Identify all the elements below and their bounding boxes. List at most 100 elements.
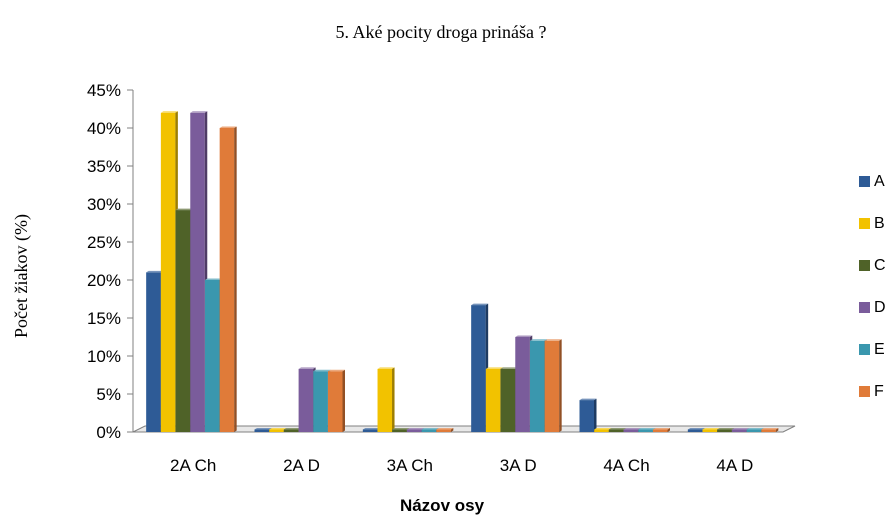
- bar-front: [436, 429, 451, 432]
- bar-front: [731, 429, 747, 432]
- bar-top: [406, 428, 424, 430]
- bar-top: [653, 428, 670, 430]
- y-tick-label: 40%: [87, 119, 121, 138]
- bar-top: [544, 339, 562, 341]
- bar-F-4A-Ch: [653, 428, 670, 432]
- bar-top: [392, 428, 410, 430]
- bar-top: [702, 428, 720, 430]
- bar-C-2A-D: [283, 428, 301, 432]
- bar-top: [298, 367, 316, 369]
- legend-item-A: A: [859, 173, 885, 190]
- bar-front: [594, 429, 609, 432]
- bar-front: [328, 371, 343, 432]
- bar-D-4A-D: [731, 428, 749, 432]
- legend-label: D: [874, 299, 886, 316]
- bar-F-4A-D: [761, 428, 779, 432]
- chart-title: 5. Aké pocity droga prináša ?: [336, 22, 547, 42]
- bar-front: [761, 429, 776, 432]
- bar-top: [529, 339, 547, 341]
- bar-front: [219, 128, 235, 432]
- bar-D-3A-Ch: [406, 428, 424, 432]
- bar-front: [269, 429, 284, 432]
- bar-top: [160, 111, 178, 113]
- bar-top: [436, 428, 454, 430]
- legend-label: B: [874, 215, 885, 232]
- y-tick-label: 0%: [96, 423, 121, 442]
- bar-E-4A-D: [746, 428, 764, 432]
- bar-front: [717, 429, 732, 432]
- y-tick-label: 35%: [87, 157, 121, 176]
- x-tick-label: 2A D: [283, 456, 320, 475]
- bar-side: [667, 428, 670, 432]
- bar-front: [485, 368, 501, 432]
- bar-D-4A-Ch: [623, 428, 641, 432]
- bar-front: [471, 305, 486, 432]
- bar-top: [219, 126, 237, 128]
- bar-front: [702, 429, 718, 432]
- legend-item-F: F: [859, 383, 884, 400]
- bar-top: [687, 428, 705, 430]
- legend-item-C: C: [859, 257, 886, 274]
- bar-F-2A-Ch: [219, 126, 237, 432]
- bar-top: [746, 428, 764, 430]
- bar-side: [594, 398, 597, 432]
- bar-D-3A-D: [515, 335, 533, 432]
- y-tick-label: 45%: [87, 81, 121, 100]
- legend-item-B: B: [859, 215, 885, 232]
- bar-C-2A-Ch: [175, 208, 193, 432]
- bar-B-4A-D: [702, 428, 720, 432]
- bar-front: [313, 371, 328, 432]
- legend-label: C: [874, 257, 886, 274]
- bar-side: [450, 428, 454, 432]
- bar-front: [515, 337, 530, 432]
- bar-front: [160, 112, 176, 433]
- bar-front: [175, 210, 191, 432]
- bar-top: [638, 428, 656, 430]
- bar-B-4A-Ch: [594, 428, 612, 432]
- bar-front: [406, 429, 422, 432]
- bar-B-2A-Ch: [160, 111, 178, 433]
- plot-area: 0% 5% 10% 15% 20% 25% 30% 35% 40% 45% 2A Ch 2A D 3A …: [87, 81, 796, 475]
- bar-front: [529, 340, 545, 432]
- bar-top: [146, 270, 164, 273]
- bar-front: [746, 429, 762, 432]
- bar-top: [190, 111, 208, 113]
- legend-swatch: [859, 302, 870, 313]
- legend-swatch: [859, 218, 870, 229]
- bar-front: [421, 429, 437, 432]
- bar-front: [638, 429, 653, 432]
- bar-front: [283, 429, 299, 432]
- bar-A-3A-D: [471, 303, 489, 432]
- bar-front: [500, 368, 516, 432]
- bar-front: [623, 429, 639, 432]
- bar-top: [283, 428, 301, 430]
- y-tick-label: 10%: [87, 347, 121, 366]
- legend: A B C D E F: [859, 173, 886, 400]
- bar-D-2A-Ch: [190, 111, 208, 433]
- bar-F-2A-D: [328, 369, 345, 432]
- legend-label: E: [874, 341, 885, 358]
- bar-top: [623, 428, 641, 430]
- legend-label: F: [874, 383, 884, 400]
- bar-top: [500, 367, 518, 369]
- bar-E-3A-Ch: [421, 428, 439, 432]
- bar-top: [731, 428, 749, 430]
- bar-front: [687, 429, 703, 432]
- y-tick-label: 25%: [87, 233, 121, 252]
- bar-front: [298, 368, 314, 432]
- bar-top: [175, 208, 193, 211]
- bar-A-4A-D: [687, 428, 705, 432]
- bar-B-3A-Ch: [377, 367, 395, 432]
- bar-top: [717, 428, 735, 430]
- bar-side: [234, 126, 237, 432]
- bar-F-3A-D: [544, 339, 562, 432]
- bar-C-3A-Ch: [392, 428, 410, 432]
- bar-A-2A-Ch: [146, 270, 164, 432]
- bar-A-2A-D: [254, 428, 272, 432]
- bar-A-3A-Ch: [362, 428, 380, 432]
- bar-top: [608, 428, 626, 430]
- bar-front: [204, 280, 220, 432]
- bar-front: [146, 272, 161, 432]
